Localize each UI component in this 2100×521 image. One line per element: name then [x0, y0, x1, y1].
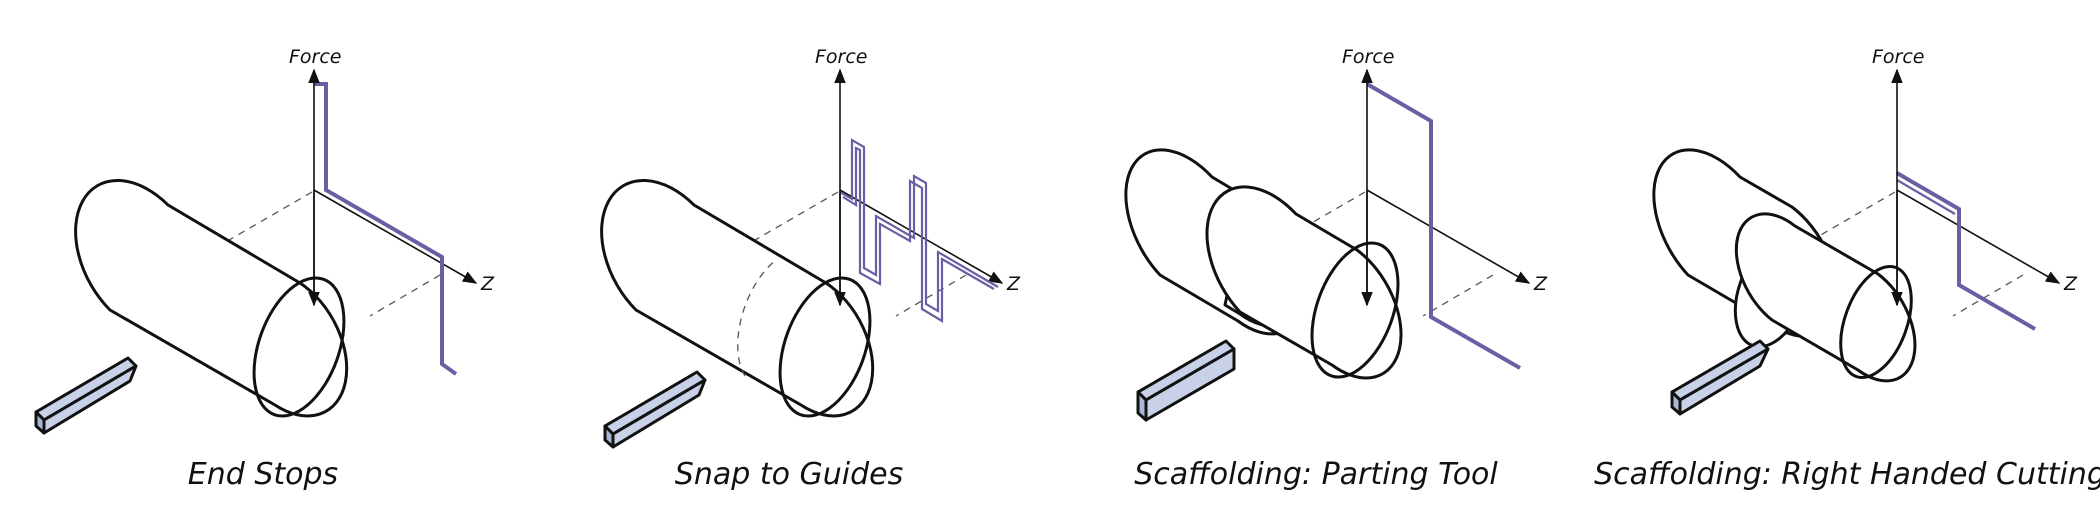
- guide-dashed-line: [895, 274, 967, 317]
- force-profile-line: [1895, 171, 2037, 331]
- panel-caption: End Stops: [188, 457, 338, 492]
- z-axis-label: Z: [1533, 273, 1548, 295]
- z-axis: [1896, 189, 2061, 284]
- cylinder-workpiece: [74, 178, 349, 418]
- force-axis-label: Force: [289, 46, 342, 68]
- panel-scaffolding-right-handed-cutting: Z Force Scaffolding: Right Handed Cuttin…: [1594, 46, 2100, 492]
- panel-scaffolding-parting-tool: Z Force Scaffolding: Parting Tool: [1124, 46, 1548, 492]
- z-axis-label: Z: [2063, 273, 2078, 295]
- force-axis-label: Force: [815, 46, 868, 68]
- cylinder-workpiece: [1652, 148, 1917, 383]
- force-axis-label: Force: [1872, 46, 1925, 68]
- cylinder-workpiece: [600, 178, 875, 418]
- panel-end-stops: Z Force End Stops: [34, 46, 495, 492]
- panel-caption: Snap to Guides: [675, 457, 903, 492]
- guide-dashed-line: [1952, 274, 2024, 317]
- cutting-tool: [34, 356, 138, 435]
- parting-tool: [1136, 339, 1236, 422]
- panel-caption: Scaffolding: Right Handed Cutting: [1594, 457, 2100, 492]
- force-axis-label: Force: [1342, 46, 1395, 68]
- z-axis: [313, 189, 478, 284]
- z-axis-label: Z: [1006, 273, 1021, 295]
- cutting-tool: [603, 370, 707, 449]
- cylinder-workpiece: [1124, 148, 1403, 380]
- right-hand-cutting-tool: [1670, 339, 1770, 416]
- panel-caption: Scaffolding: Parting Tool: [1134, 457, 1498, 492]
- guide-dashed-line: [369, 274, 441, 317]
- z-axis-label: Z: [480, 273, 495, 295]
- panel-snap-to-guides: Z Force Snap to Guides: [600, 46, 1021, 492]
- force-profile-line: [314, 82, 458, 376]
- force-profile-line: [842, 146, 995, 323]
- z-axis: [1366, 189, 1531, 284]
- force-profile-line: [1365, 82, 1521, 370]
- guide-dashed-line: [1422, 274, 1494, 317]
- guide-ring-dashed: [737, 259, 777, 377]
- force-profile-line: [839, 138, 999, 313]
- force-profile-offset: [1896, 179, 1956, 215]
